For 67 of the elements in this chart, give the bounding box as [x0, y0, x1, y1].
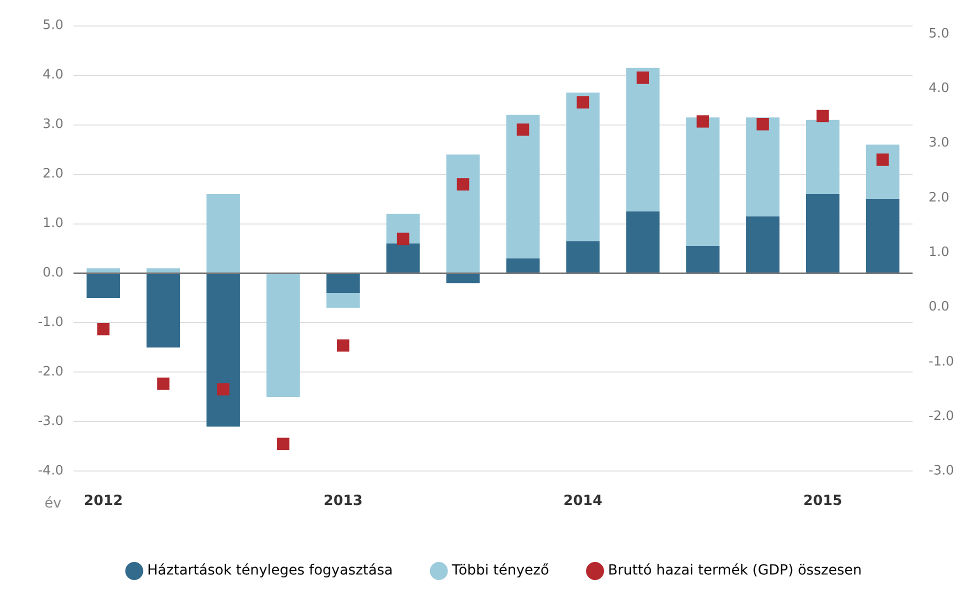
y2-tick-label: 1.0: [928, 244, 950, 260]
bar: [266, 274, 300, 397]
point: [157, 378, 170, 390]
y2-tick-label: 5.0: [928, 26, 950, 42]
y-tick-label: 1.0: [42, 216, 64, 232]
y-tick-label: 3.0: [42, 117, 64, 132]
x-tick-label: 2015: [803, 493, 842, 510]
legend-label: Bruttó hazai termék (GDP) összesen: [608, 562, 862, 579]
point: [816, 110, 829, 122]
bar: [746, 117, 780, 216]
bar: [326, 274, 360, 294]
bar: [206, 194, 240, 272]
bar: [746, 216, 780, 272]
bar: [86, 274, 120, 298]
bar: [146, 274, 180, 348]
point: [217, 383, 230, 396]
bar: [446, 154, 480, 272]
legend-label: Többi tényező: [450, 562, 550, 579]
point: [336, 339, 350, 352]
y-tick-label: -1.0: [38, 315, 64, 330]
point: [756, 118, 769, 130]
bar: [686, 246, 720, 272]
bar: [806, 120, 840, 194]
bar: [566, 241, 600, 272]
y2-tick-label: 2.0: [928, 190, 950, 206]
bar: [386, 244, 420, 272]
bar: [446, 274, 480, 284]
bar: [686, 117, 720, 246]
point: [876, 154, 889, 166]
x-tick-label: 2013: [324, 493, 363, 510]
y2-tick-label: -1.0: [928, 354, 954, 370]
y-tick-label: -3.0: [38, 414, 64, 430]
x-tick-label: 2012: [84, 493, 123, 510]
y2-tick-label: -3.0: [928, 464, 954, 479]
y-tick-label: 5.0: [42, 18, 64, 34]
bar: [806, 194, 840, 272]
bar: [626, 211, 660, 272]
y2-tick-label: 3.0: [928, 136, 950, 151]
x-axis-title: év: [44, 496, 62, 512]
point: [576, 96, 590, 108]
bar: [566, 92, 600, 242]
bar: [506, 114, 540, 258]
point: [516, 123, 530, 136]
bar: [86, 268, 120, 272]
y2-tick-label: -2.0: [928, 408, 954, 424]
y-tick-label: -4.0: [38, 464, 64, 479]
point: [396, 232, 410, 246]
y-tick-label: 0.0: [42, 266, 64, 281]
bar: [866, 199, 900, 272]
y-tick-label: 4.0: [42, 68, 64, 83]
legend-label: Háztartások tényleges fogyasztása: [147, 562, 393, 579]
bar: [326, 293, 360, 308]
y2-tick-label: 4.0: [928, 81, 950, 96]
y-tick-label: -2.0: [38, 364, 64, 380]
x-tick-label: 2014: [563, 493, 603, 510]
y-tick-label: 2.0: [42, 166, 64, 182]
bar: [626, 68, 660, 212]
point: [696, 115, 709, 128]
y2-tick-label: 0.0: [928, 300, 950, 315]
bar: [506, 258, 540, 272]
point: [636, 72, 650, 84]
bar: [206, 274, 240, 427]
point: [277, 438, 290, 450]
bar: [866, 144, 900, 200]
point: [456, 178, 470, 190]
point: [97, 322, 110, 336]
bar: [146, 268, 180, 272]
